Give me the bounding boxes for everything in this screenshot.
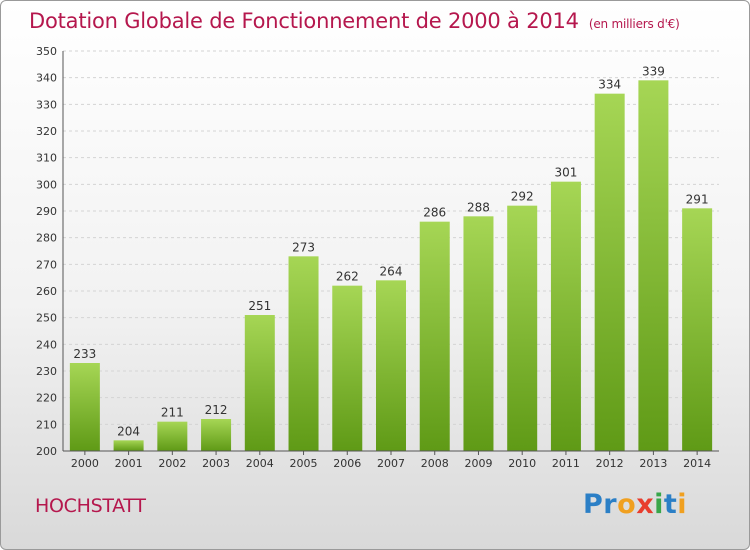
data-label: 264 — [380, 264, 403, 278]
y-tick-label: 220 — [36, 392, 57, 405]
data-label: 251 — [248, 299, 271, 313]
x-tick-label: 2010 — [508, 457, 536, 470]
x-tick-label: 2008 — [421, 457, 449, 470]
data-label: 288 — [467, 200, 490, 214]
x-tick-label: 2011 — [552, 457, 580, 470]
bar-2002 — [157, 421, 188, 451]
bar-2001 — [113, 440, 144, 451]
x-tick-label: 2013 — [639, 457, 667, 470]
x-tick-label: 2003 — [202, 457, 230, 470]
x-tick-label: 2012 — [596, 457, 624, 470]
bar-2010 — [507, 205, 538, 451]
chart-title: Dotation Globale de Fonctionnement de 20… — [29, 9, 680, 33]
data-label: 204 — [117, 424, 140, 438]
bar-2011 — [550, 181, 581, 451]
y-tick-label: 210 — [36, 418, 57, 431]
bars: 233 204 211 212 251 273 262 264 286 288 292 301 334 3… — [69, 64, 713, 452]
bar-2007 — [376, 280, 406, 451]
y-tick-label: 330 — [36, 98, 57, 111]
x-tick-label: 2004 — [246, 457, 274, 470]
x-tick-label: 2000 — [71, 457, 99, 470]
chart-subtitle: (en milliers d'€) — [588, 17, 680, 31]
bar-2009 — [463, 216, 494, 451]
commune-name: HOCHSTATT — [35, 495, 146, 517]
x-tick-label: 2001 — [115, 457, 143, 470]
data-label: 211 — [161, 406, 184, 420]
chart-title-text: Dotation Globale de Fonctionnement de 20… — [29, 9, 579, 33]
bar-2014 — [682, 208, 713, 451]
data-label: 301 — [554, 166, 577, 180]
bar-2008 — [419, 221, 450, 451]
y-tick-label: 240 — [36, 338, 57, 351]
bar-2013 — [638, 80, 669, 451]
data-label: 339 — [642, 64, 665, 78]
y-tick-label: 280 — [36, 232, 57, 245]
bar-2004 — [244, 315, 275, 451]
x-tick-label: 2014 — [683, 457, 711, 470]
y-tick-label: 290 — [36, 205, 57, 218]
y-tick-label: 340 — [36, 72, 57, 85]
y-tick-label: 230 — [36, 365, 57, 378]
y-tick-label: 250 — [36, 312, 57, 325]
data-label: 273 — [292, 240, 315, 254]
bar-2000 — [69, 363, 100, 451]
y-tick-label: 260 — [36, 285, 57, 298]
data-label: 262 — [336, 270, 359, 284]
bar-2003 — [201, 419, 232, 451]
x-tick-label: 2002 — [158, 457, 186, 470]
bar-2006 — [332, 285, 363, 451]
data-label: 334 — [598, 78, 621, 92]
bar-2005 — [288, 256, 319, 451]
y-tick-label: 310 — [36, 152, 57, 165]
x-tick-label: 2007 — [377, 457, 405, 470]
data-label: 212 — [205, 403, 228, 417]
y-tick-label: 350 — [36, 45, 57, 58]
y-tick-label: 270 — [36, 258, 57, 271]
x-tick-label: 2005 — [290, 457, 318, 470]
data-label: 286 — [423, 206, 446, 220]
x-tick-label: 2009 — [464, 457, 492, 470]
proxiti-logo[interactable]: Proxiti — [583, 489, 688, 520]
x-tick-label: 2006 — [333, 457, 361, 470]
y-tick-label: 200 — [36, 445, 57, 458]
y-tick-label: 300 — [36, 178, 57, 191]
data-label: 291 — [686, 192, 709, 206]
data-label: 292 — [511, 190, 534, 204]
y-tick-label: 320 — [36, 125, 57, 138]
data-label: 233 — [73, 347, 96, 361]
bar-2012 — [594, 93, 625, 452]
axes: 200 210 220 230 240 250 260 270 280 290 300 310 320 3… — [36, 45, 719, 470]
